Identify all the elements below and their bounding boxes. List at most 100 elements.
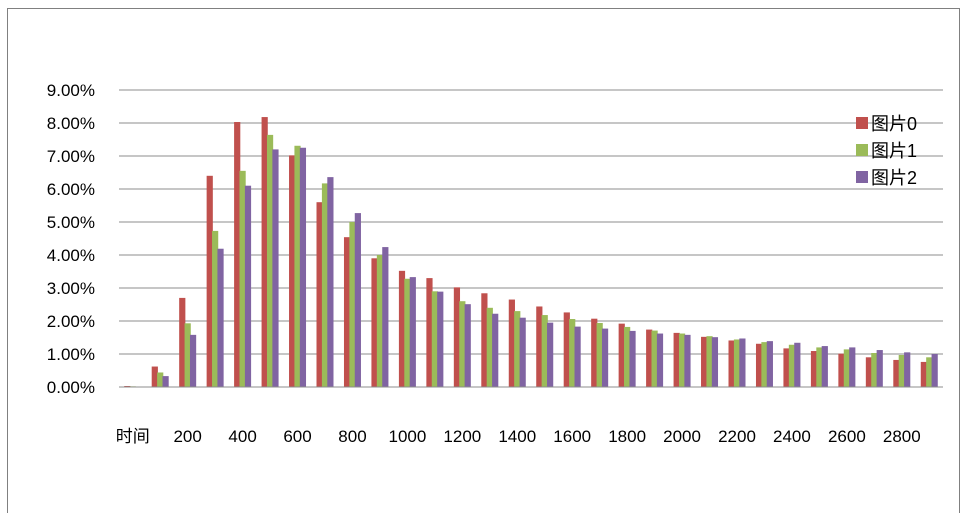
bar-图片2-1500 [547,322,554,387]
bar-图片1-1300 [486,307,493,387]
bar-图片1-2100 [706,336,713,387]
bar-图片1-1800 [624,326,631,387]
bar-图片2-200 [189,334,197,387]
bar-图片2-1700 [601,328,609,387]
bar-图片2-2600 [849,347,856,387]
bar-图片1-100 [157,372,164,387]
bar-图片2-1800 [629,330,636,387]
bar-图片2-600 [299,147,307,387]
bar-图片0-2300 [755,343,763,387]
bar-图片2-400 [244,185,252,387]
y-tick-label: 4.00% [47,246,95,265]
bar-图片2-2700 [876,350,883,387]
bar-图片2-2200 [739,338,746,387]
x-tick-label: 400 [228,427,256,446]
bar-图片0-2900 [920,361,927,387]
bar-图片1-2500 [816,347,823,387]
bar-图片1-500 [266,134,274,387]
bar-图片1-900 [376,255,384,387]
bar-图片2-100 [162,376,169,387]
bar-图片0-300 [206,175,213,387]
bar-图片0-900 [371,258,378,387]
bar-图片1-1000 [404,278,411,387]
bar-图片1-1100 [431,291,438,387]
bar-图片1-1700 [596,322,603,387]
legend-swatch [856,117,868,129]
bar-图片0-2700 [865,357,873,387]
bar-图片2-1300 [492,313,499,387]
x-tick-label: 800 [338,427,366,446]
legend-label: 图片2 [871,168,917,188]
bar-图片2-1400 [519,317,526,387]
bar-图片2-2500 [821,346,828,387]
bar-图片2-900 [382,247,389,387]
bar-图片2-1100 [437,291,444,387]
bar-图片1-2700 [871,353,878,387]
bar-图片1-1400 [514,311,521,387]
x-tick-label: 2800 [883,427,921,446]
bar-图片0-1300 [481,293,488,387]
bar-图片0-400 [234,122,241,387]
bar-图片0-2100 [701,336,708,387]
x-tick-label: 200 [173,427,201,446]
bar-图片2-1900 [656,333,664,387]
x-tick-label: 1000 [388,427,426,446]
bar-图片0-500 [261,117,268,387]
bar-图片1-300 [212,230,219,387]
bars [124,117,938,387]
bar-图片2-2800 [904,352,911,387]
bar-图片2-500 [272,149,279,387]
bar-图片1-2200 [733,339,741,387]
bar-图片0-600 [289,155,296,387]
bar-图片1-400 [239,170,246,387]
bar-图片0-1000 [398,270,406,387]
bar-图片0-1700 [591,318,598,387]
bar-图片0-1600 [563,312,570,387]
x-tick-label: 1600 [553,427,591,446]
bar-图片0-1400 [508,299,515,387]
bar-图片2-2900 [931,354,938,387]
bar-图片1-200 [184,323,191,387]
bar-图片0-700 [316,202,323,387]
chart-frame [7,8,960,513]
bar-图片2-2300 [766,341,773,387]
x-tick-label: 时间 [116,427,150,446]
bar-图片2-300 [217,248,224,387]
bar-图片0-1200 [453,287,461,387]
bar-图片2-1000 [409,277,416,387]
bar-图片0-1100 [426,278,433,387]
y-tick-label: 8.00% [47,114,95,133]
bar-图片0-2000 [673,332,680,387]
legend-swatch [856,144,868,156]
bar-图片1-800 [349,222,356,387]
legend-swatch [856,171,868,183]
x-tick-label: 2400 [773,427,811,446]
bar-图片0-800 [343,237,351,387]
bar-图片0-2600 [838,353,845,387]
y-axis-ticks: 0.00% 1.00% 2.00% 3.00% 4.00% 5.00% 6.00% 7.00%… [47,81,95,397]
bar-图片2-700 [327,177,334,387]
bar-图片0-1500 [536,306,543,387]
bar-图片1-1200 [459,301,466,387]
bar-图片1-2300 [761,342,768,387]
x-tick-label: 2000 [663,427,701,446]
y-tick-label: 6.00% [47,180,95,199]
x-tick-label: 1800 [608,427,646,446]
x-tick-label: 2600 [828,427,866,446]
y-tick-label: 7.00% [47,147,95,166]
y-tick-label: 5.00% [47,213,95,232]
bar-图片1-1900 [651,330,658,387]
legend-label: 图片0 [871,114,917,134]
gridlines [119,89,943,355]
bar-图片1-2900 [926,357,933,387]
bar-图片1-1600 [569,319,576,387]
bar-图片2-2000 [684,334,691,387]
y-tick-label: 9.00% [47,81,95,100]
x-tick-label: 1400 [498,427,536,446]
x-tick-label: 2200 [718,427,756,446]
y-tick-label: 2.00% [47,312,95,331]
x-axis-ticks: 时间 200 400 600 800 1000 1200 1400 1600 1800 2000 22… [116,427,921,446]
legend: 图片0 图片1 图片2 [856,114,917,188]
bar-图片1-2800 [898,354,905,387]
